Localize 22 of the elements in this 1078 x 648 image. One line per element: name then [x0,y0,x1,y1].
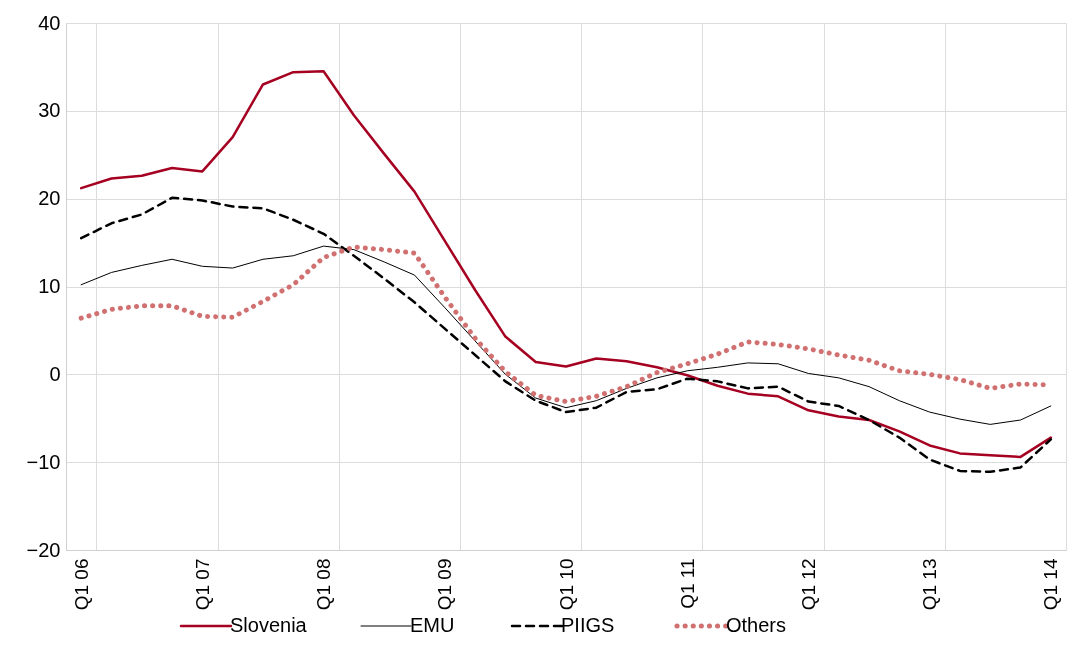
y-tick-label: 10 [38,275,61,297]
x-tick-label: Q1 07 [191,558,213,611]
legend-label: Slovenia [230,614,308,636]
y-tick-label: 0 [49,362,61,385]
line-series [79,70,1053,459]
legend-label: PIIGS [561,614,615,636]
y-tick-label: 30 [38,99,61,122]
x-tick-label: Q1 06 [70,558,92,611]
line-series [79,196,1053,474]
y-tick-label: 40 [38,11,61,34]
legend-label: EMU [410,614,455,636]
legend-label: Others [726,614,787,636]
x-tick-label: Q1 11 [676,558,698,609]
x-tick-label: Q1 08 [313,558,335,611]
y-tick-label: −10 [26,450,61,473]
y-tick-label: 20 [38,187,61,210]
x-tick-label: Q1 09 [434,558,456,611]
y-tick-label: −20 [26,538,61,561]
x-tick-label: Q1 14 [1040,558,1062,611]
x-tick-label: Q1 10 [555,558,577,611]
x-tick-label: Q1 12 [797,558,819,611]
x-tick-label: Q1 13 [919,558,941,611]
